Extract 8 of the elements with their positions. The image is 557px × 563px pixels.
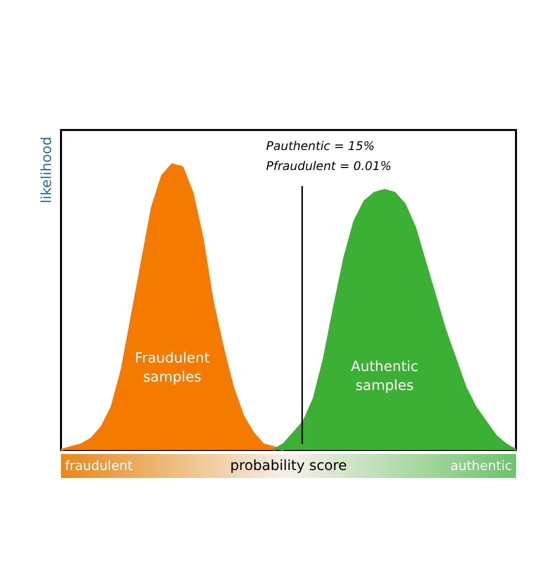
text: authentic [450,459,512,474]
series-label: Authentic samples [350,358,418,394]
text: Pauthentic = 15% [266,139,375,153]
y-axis-title: likelihood [39,136,55,204]
annotation: Pfraudulent = 0.01% [266,159,392,173]
series-label: Fraudulent samples [134,350,210,386]
text: fraudulent [65,459,133,474]
x-axis-title: probability score [230,458,347,474]
